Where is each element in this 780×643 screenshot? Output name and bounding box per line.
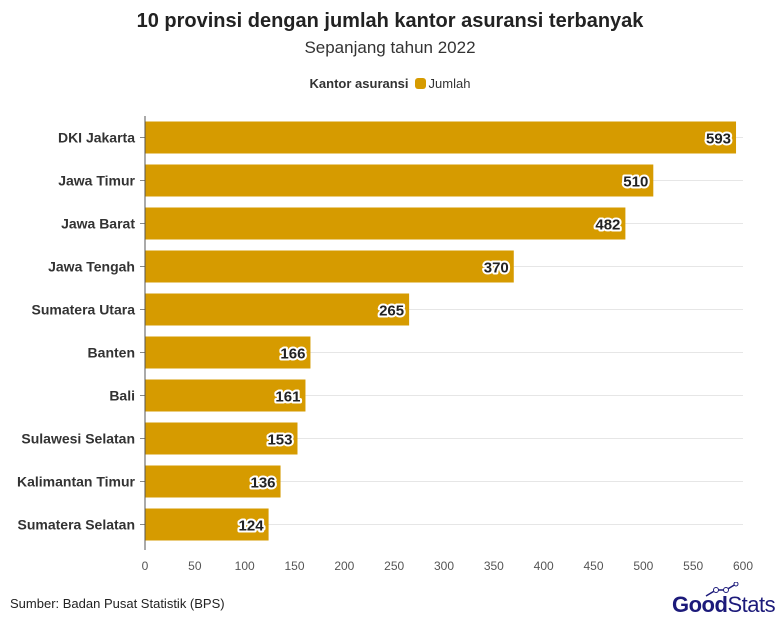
bar [145, 336, 311, 369]
data-label: 166 [280, 346, 305, 363]
x-tick-label: 150 [284, 559, 304, 573]
data-label: 136 [251, 475, 276, 492]
x-tick-label: 0 [142, 559, 149, 573]
legend-label: Jumlah [428, 76, 471, 91]
bar [145, 207, 626, 240]
logo-graph-icon [705, 582, 739, 597]
y-tick-label: Jawa Tengah [48, 259, 135, 275]
x-tick-label: 250 [384, 559, 404, 573]
y-tick-label: Jawa Timur [58, 173, 135, 189]
data-label: 370 [484, 260, 509, 277]
x-tick-label: 300 [434, 559, 454, 573]
y-tick-label: Bali [109, 388, 135, 404]
x-tick-label: 500 [633, 559, 653, 573]
y-tick-label: Sumatera Utara [32, 302, 136, 318]
logo-bold: Good [672, 592, 728, 617]
bar [145, 508, 269, 541]
legend: Kantor asuransi Jumlah [0, 76, 780, 91]
data-label: 482 [595, 217, 620, 234]
x-tick-label: 100 [235, 559, 255, 573]
bar [145, 121, 737, 154]
x-tick-label: 50 [188, 559, 202, 573]
legend-swatch [414, 78, 426, 89]
bar [145, 422, 298, 455]
legend-title: Kantor asuransi [309, 76, 409, 91]
data-label: 161 [275, 389, 300, 406]
y-tick-label: Kalimantan Timur [17, 474, 136, 490]
y-tick-label: DKI Jakarta [58, 130, 135, 146]
chart-subtitle: Sepanjang tahun 2022 [304, 38, 476, 57]
x-tick-label: 350 [484, 559, 504, 573]
data-label: 153 [267, 432, 292, 449]
source-note: Sumber: Badan Pusat Statistik (BPS) [10, 596, 225, 611]
bar [145, 293, 410, 326]
x-tick-label: 600 [733, 559, 753, 573]
data-label: 510 [623, 174, 648, 191]
x-tick-label: 450 [583, 559, 603, 573]
bar [145, 164, 654, 197]
y-tick-label: Jawa Barat [61, 216, 135, 232]
bar [145, 379, 306, 412]
bar [145, 250, 514, 283]
goodstats-logo: GoodStats [672, 582, 776, 618]
x-tick-label: 550 [683, 559, 703, 573]
bar [145, 465, 281, 498]
x-tick-label: 400 [534, 559, 554, 573]
y-tick-label: Sumatera Selatan [18, 517, 136, 533]
data-label: 265 [379, 303, 404, 320]
y-tick-label: Sulawesi Selatan [21, 431, 135, 447]
logo-light: Stats [727, 592, 776, 617]
chart-title: 10 provinsi dengan jumlah kantor asurans… [136, 10, 644, 32]
x-tick-label: 200 [334, 559, 354, 573]
y-tick-label: Banten [88, 345, 135, 361]
data-label: 124 [239, 518, 265, 535]
data-label: 593 [706, 131, 731, 148]
